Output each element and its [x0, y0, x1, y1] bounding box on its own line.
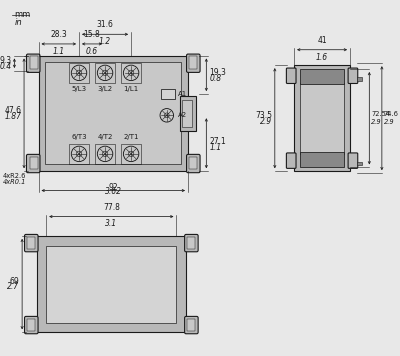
Text: 1.2: 1.2: [99, 37, 111, 46]
Text: 27.1: 27.1: [209, 137, 226, 146]
Text: 19.3: 19.3: [209, 68, 226, 77]
Bar: [300, 69, 344, 84]
Circle shape: [123, 146, 139, 162]
Bar: [189, 57, 197, 69]
Circle shape: [71, 146, 87, 162]
Text: 2/T1: 2/T1: [123, 134, 139, 140]
FancyBboxPatch shape: [24, 316, 38, 334]
FancyBboxPatch shape: [26, 54, 40, 72]
Bar: [300, 152, 344, 167]
Text: 6/T3: 6/T3: [71, 134, 87, 140]
Text: A2: A2: [178, 112, 188, 118]
Text: 92: 92: [108, 183, 118, 193]
Text: 15.8: 15.8: [84, 30, 100, 39]
FancyBboxPatch shape: [286, 153, 296, 168]
Text: 72.54: 72.54: [371, 111, 390, 117]
FancyBboxPatch shape: [348, 68, 358, 84]
Bar: [45, 62, 181, 164]
Bar: [122, 63, 141, 83]
Text: 3.1: 3.1: [105, 219, 117, 229]
Text: 0.8: 0.8: [209, 74, 221, 83]
Text: mm: mm: [14, 10, 31, 19]
Bar: [189, 157, 197, 169]
Text: 2.9: 2.9: [260, 117, 272, 126]
Bar: [180, 96, 196, 131]
FancyBboxPatch shape: [186, 54, 200, 72]
Bar: [357, 77, 362, 80]
Text: 69: 69: [10, 277, 19, 286]
Text: 4xR2.6: 4xR2.6: [3, 173, 26, 179]
FancyBboxPatch shape: [24, 234, 38, 252]
Bar: [122, 144, 141, 163]
Text: 4xR0.1: 4xR0.1: [3, 179, 26, 185]
FancyBboxPatch shape: [286, 68, 296, 84]
Text: 0.4: 0.4: [0, 62, 12, 70]
Bar: [357, 162, 362, 166]
Bar: [28, 237, 35, 249]
Circle shape: [97, 65, 113, 80]
Bar: [36, 236, 186, 332]
Text: 0.6: 0.6: [86, 47, 98, 56]
Bar: [30, 57, 38, 69]
Bar: [46, 246, 176, 323]
Text: 28.3: 28.3: [50, 30, 67, 39]
Bar: [69, 144, 89, 163]
Bar: [300, 83, 344, 154]
Text: 3.62: 3.62: [105, 187, 122, 196]
FancyBboxPatch shape: [185, 234, 198, 252]
Text: 1.1: 1.1: [209, 143, 221, 152]
Text: 41: 41: [317, 36, 327, 45]
Text: 2.9: 2.9: [371, 119, 382, 125]
Text: 4/T2: 4/T2: [97, 134, 113, 140]
Text: 73.5: 73.5: [255, 111, 272, 120]
FancyBboxPatch shape: [185, 316, 198, 334]
Text: 47.6: 47.6: [4, 106, 21, 115]
FancyBboxPatch shape: [348, 153, 358, 168]
Bar: [187, 319, 195, 331]
Text: A1: A1: [178, 91, 188, 97]
Text: 1.87: 1.87: [4, 112, 21, 121]
Bar: [96, 63, 115, 83]
Circle shape: [160, 109, 174, 122]
Bar: [294, 65, 350, 171]
Bar: [182, 100, 192, 127]
Text: 1.1: 1.1: [53, 47, 65, 56]
Bar: [187, 237, 195, 249]
Bar: [161, 89, 174, 99]
Bar: [96, 144, 115, 163]
Text: 31.6: 31.6: [97, 21, 114, 30]
Bar: [38, 56, 188, 171]
Circle shape: [123, 65, 139, 80]
FancyBboxPatch shape: [26, 155, 40, 173]
Bar: [69, 63, 89, 83]
Bar: [28, 319, 35, 331]
Text: 2.7: 2.7: [7, 282, 19, 292]
Circle shape: [71, 65, 87, 80]
Text: in: in: [14, 18, 22, 27]
Text: 9.3: 9.3: [0, 56, 12, 65]
Text: 1.6: 1.6: [316, 53, 328, 62]
Text: 3/L2: 3/L2: [98, 87, 113, 92]
Text: 77.8: 77.8: [103, 203, 120, 212]
Bar: [30, 157, 38, 169]
Text: 1/L1: 1/L1: [124, 87, 139, 92]
Text: 2.9: 2.9: [384, 119, 394, 125]
FancyBboxPatch shape: [186, 155, 200, 173]
Text: 74.6: 74.6: [384, 111, 399, 117]
Text: 5/L3: 5/L3: [72, 87, 86, 92]
Circle shape: [97, 146, 113, 162]
